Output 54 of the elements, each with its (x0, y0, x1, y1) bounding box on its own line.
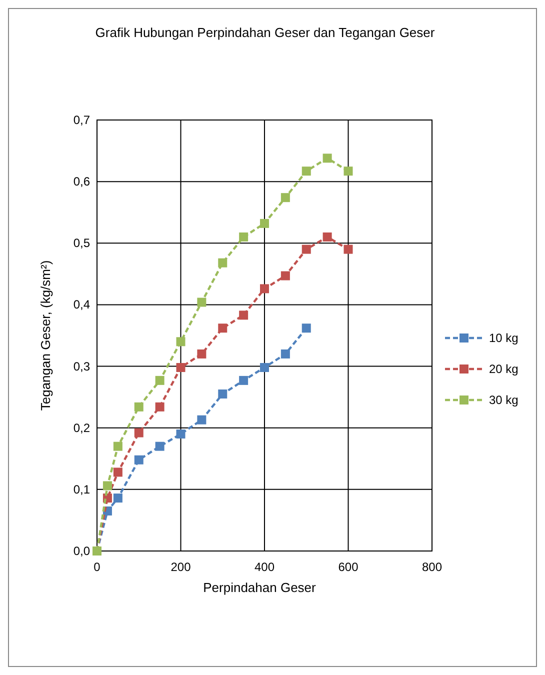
point (134, 402, 144, 412)
point (102, 481, 112, 490)
y-tick-label: 0,6 (73, 174, 90, 189)
legend-label: 20 kg (489, 362, 518, 376)
y-tick-label: 0,5 (73, 236, 90, 250)
y-tick-label: 0,2 (73, 420, 90, 435)
y-tick-label: 0,7 (73, 113, 90, 127)
point (302, 244, 311, 254)
y-axis-title: Tegangan Geser, (kg/sm²) (38, 260, 53, 411)
point (113, 442, 122, 451)
point (176, 430, 186, 439)
point (218, 258, 228, 268)
y-tick-label: 0,0 (73, 544, 90, 558)
chart-title: Grafik Hubungan Perpindahan Geser dan Tegangan Geser (95, 25, 436, 40)
x-tick-label: 200 (170, 560, 192, 574)
x-tick-label: 0 (94, 560, 101, 574)
point (113, 468, 122, 477)
point (280, 193, 290, 202)
point (280, 271, 290, 280)
y-tick-label: 0,3 (73, 359, 90, 374)
point (197, 298, 206, 307)
point (155, 442, 164, 451)
point (134, 455, 144, 464)
legend-label: 30 kg (489, 393, 518, 407)
y-tick-label: 0,1 (73, 482, 90, 496)
point (260, 284, 269, 294)
point (155, 402, 164, 412)
point (113, 494, 122, 503)
point (134, 428, 144, 438)
x-axis-title: Perpindahan Geser (203, 580, 317, 595)
x-tick-label: 400 (254, 560, 275, 574)
point (218, 324, 228, 333)
y-tick-label: 0,4 (73, 298, 90, 312)
x-tick-label: 800 (422, 560, 442, 574)
point (322, 154, 332, 163)
point (344, 244, 353, 254)
x-tick-label: 600 (338, 560, 359, 574)
point (197, 349, 206, 358)
point (197, 415, 206, 424)
point (176, 337, 186, 346)
legend-label: 10 kg (489, 331, 518, 345)
point (322, 232, 332, 242)
point (239, 376, 248, 385)
point (176, 363, 186, 372)
point (260, 218, 269, 228)
point (344, 166, 353, 176)
point (302, 166, 311, 176)
point (260, 363, 269, 372)
point (218, 389, 228, 398)
point (302, 324, 311, 333)
point (239, 232, 248, 242)
point (239, 310, 248, 320)
point (280, 349, 290, 358)
point (155, 376, 164, 385)
